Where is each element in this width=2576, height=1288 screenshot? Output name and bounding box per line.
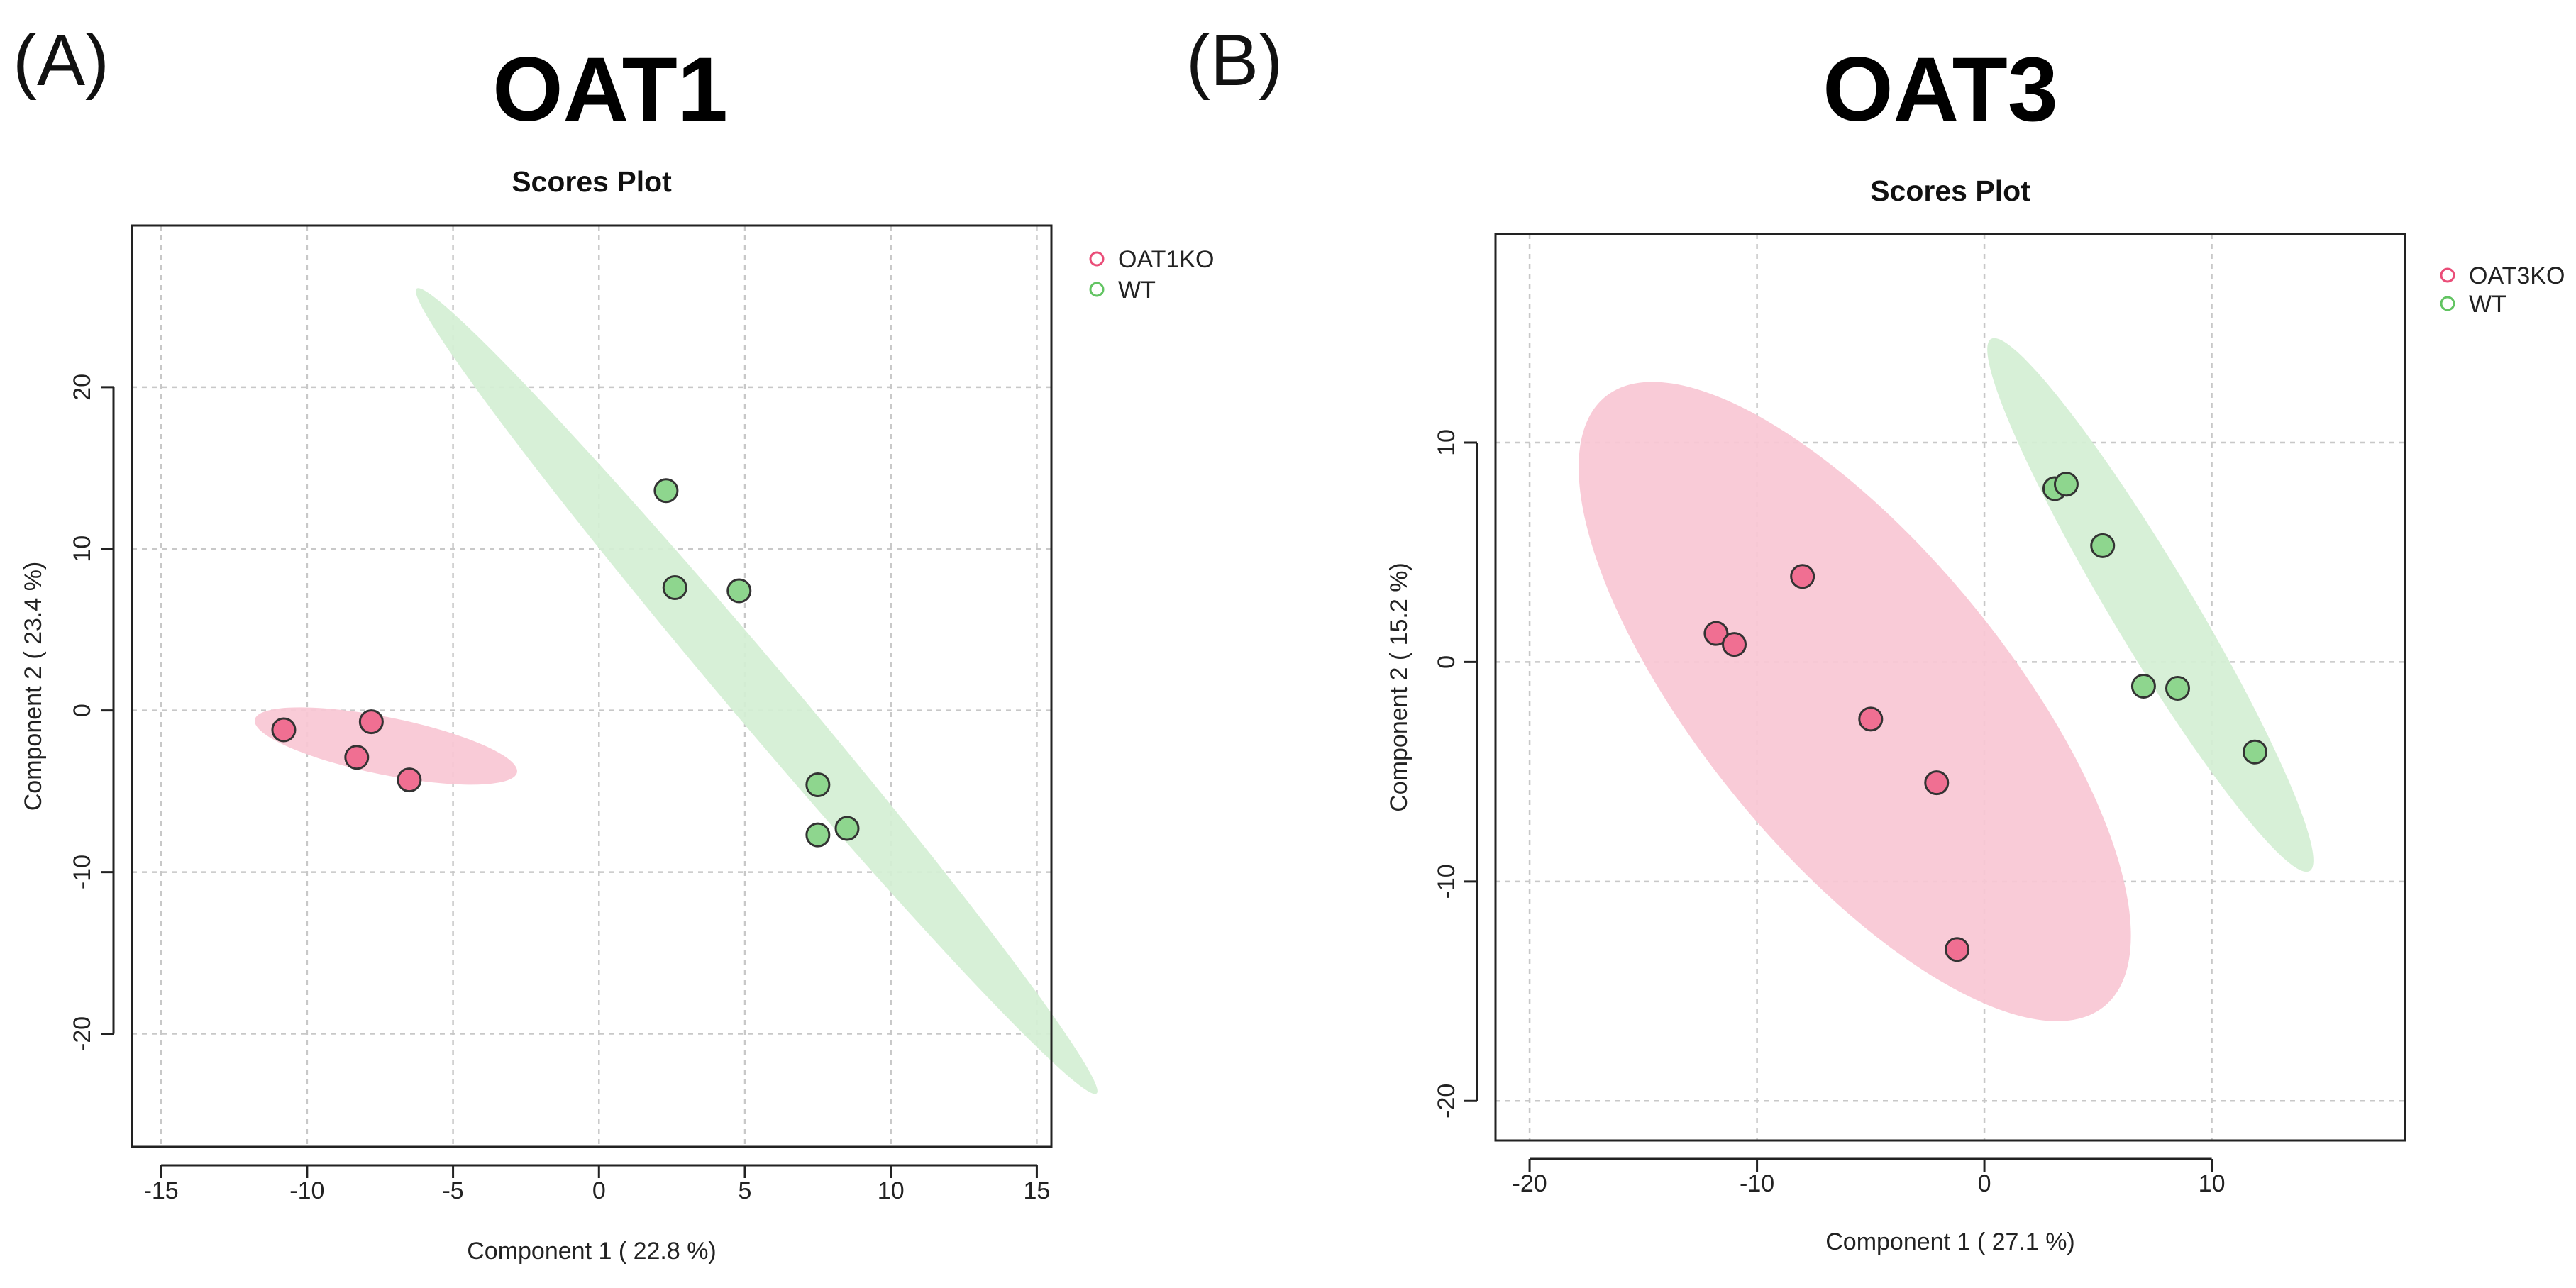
scores-plot-oat1: Scores Plot -15 -10 -5 0 5 10 15 -20 -10 0 10 20 Comp… — [20, 165, 1214, 1265]
y-tick-label: -10 — [1433, 864, 1460, 899]
data-point-wt — [653, 478, 679, 504]
legend-marker-oat1ko — [1089, 251, 1105, 267]
x-tick-label: -20 — [1513, 1170, 1547, 1197]
x-tick-label: 0 — [1978, 1170, 1991, 1197]
data-point-oat1ko — [397, 767, 422, 793]
panel-b-heading: OAT3 — [1823, 39, 2058, 140]
data-point-wt — [662, 574, 687, 600]
data-point-oat3ko — [1722, 632, 1747, 657]
legend-label-wt: WT — [1118, 277, 1156, 304]
y-tick-label: -20 — [69, 1016, 96, 1051]
legend-label-oat1ko: OAT1KO — [1118, 246, 1214, 273]
data-point-oat3ko — [1790, 564, 1815, 589]
x-tick-label: -5 — [442, 1177, 463, 1204]
x-tick-label: 15 — [1024, 1177, 1051, 1204]
data-point-oat3ko — [1945, 937, 1970, 962]
y-tick-label: 20 — [69, 374, 96, 401]
panel-a-letter: (A) — [13, 20, 109, 101]
y-axis-label: Component 2 ( 23.4 %) — [20, 562, 47, 811]
y-axis-label: Component 2 ( 15.2 %) — [1386, 562, 1413, 812]
chart-title: Scores Plot — [1870, 174, 2030, 207]
y-tick-label: 10 — [69, 535, 96, 562]
legend-marker-wt — [1089, 282, 1105, 297]
x-tick-label: 10 — [878, 1177, 905, 1204]
data-point-oat3ko — [1703, 621, 1729, 646]
data-point-wt — [2090, 533, 2116, 558]
legend-label-oat3ko: OAT3KO — [2469, 262, 2565, 289]
data-point-wt — [2242, 739, 2267, 765]
x-tick-label: -10 — [289, 1177, 324, 1204]
x-axis-label: Component 1 ( 22.8 %) — [467, 1238, 717, 1265]
y-tick-label: 0 — [1433, 655, 1460, 669]
x-tick-label: -10 — [1740, 1170, 1774, 1197]
confidence-ellipse-wt — [1987, 338, 2314, 872]
panel-b-letter: (B) — [1186, 20, 1283, 101]
data-point-wt — [805, 772, 831, 798]
legend-marker-wt — [2440, 296, 2455, 311]
data-point-oat1ko — [344, 745, 370, 770]
legend-marker-oat3ko — [2440, 267, 2455, 283]
data-point-oat3ko — [1858, 706, 1884, 732]
plot-frame — [131, 224, 1053, 1148]
data-point-wt — [834, 816, 860, 841]
data-point-wt — [2053, 472, 2079, 497]
y-tick-label: 10 — [1433, 429, 1460, 456]
confidence-ellipse-oat1ko — [254, 707, 517, 785]
data-point-wt — [726, 578, 752, 604]
y-tick-label: -10 — [69, 855, 96, 889]
data-point-wt — [2130, 673, 2156, 699]
scores-plot-oat3: Scores Plot -20 -10 0 10 -20 -10 0 10 Component 1… — [1386, 174, 2565, 1255]
y-tick-label: -20 — [1433, 1084, 1460, 1118]
data-point-oat1ko — [271, 717, 297, 743]
x-tick-label: 10 — [2199, 1170, 2226, 1197]
legend-label-wt: WT — [2469, 291, 2506, 318]
data-point-oat3ko — [1924, 770, 1950, 796]
data-point-oat1ko — [358, 709, 384, 735]
x-tick-label: 5 — [739, 1177, 752, 1204]
data-point-wt — [2165, 676, 2190, 701]
chart-title: Scores Plot — [512, 165, 672, 198]
y-tick-label: 0 — [69, 704, 96, 717]
panel-a-heading: OAT1 — [492, 39, 728, 140]
x-tick-label: -15 — [144, 1177, 179, 1204]
data-point-wt — [805, 822, 831, 848]
confidence-ellipse-wt — [416, 288, 1098, 1094]
x-axis-label: Component 1 ( 27.1 %) — [1825, 1228, 2075, 1255]
plot-frame — [1494, 233, 2406, 1142]
confidence-ellipse-oat3ko — [1579, 382, 2131, 1021]
x-tick-label: 0 — [592, 1177, 606, 1204]
